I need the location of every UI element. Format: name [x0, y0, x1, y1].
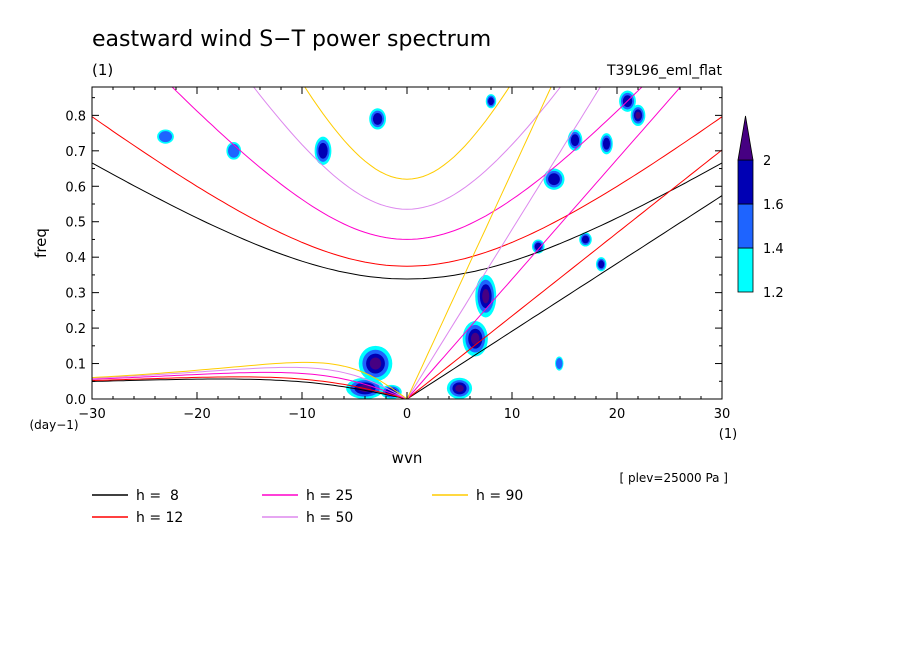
spectral-blob-8-level-2	[548, 173, 560, 186]
rossby-curve-h12	[92, 376, 408, 399]
y-tick-label: 0.1	[65, 358, 86, 373]
spectral-blob-14-level-2	[581, 235, 590, 244]
y-axis: 0.0 0.1 0.2 0.3 0.4 0.5 0.6 0.7 0.8	[65, 97, 722, 408]
spectral-blob-17-level-1	[228, 143, 240, 158]
colorbar-cap	[737, 115, 754, 161]
x-tick-label: −30	[78, 407, 105, 422]
legend: h = 8 h = 12 h = 25 h = 50 h = 90	[92, 488, 523, 526]
x-axis-unit: (1)	[719, 427, 737, 442]
spectral-blob-16-level-2	[488, 97, 494, 106]
legend-label-h90: h = 90	[476, 488, 523, 504]
gravity-curve-h90	[304, 87, 510, 180]
y-tick-label: 0.3	[65, 287, 86, 302]
chart-title: eastward wind S−T power spectrum	[92, 27, 491, 52]
y-axis-label: freq	[32, 228, 50, 258]
colorbar-label: 2	[763, 154, 771, 169]
chart-subtitle: (1)	[92, 61, 113, 79]
spectral-blob-0-level-3	[369, 357, 382, 370]
spectral-blob-3-level-3	[455, 384, 464, 392]
run-label: T39L96_eml_flat	[606, 63, 723, 79]
rossby-curve-h90	[92, 361, 408, 399]
spectral-blob-12-level-3	[635, 111, 641, 119]
legend-label-h25: h = 25	[306, 488, 353, 504]
legend-label-h8: h = 8	[136, 488, 179, 504]
gravity-curve-h50	[252, 87, 562, 210]
y-tick-label: 0.6	[65, 180, 86, 195]
x-axis: −30 −20 −10 0 10 20 30	[78, 87, 730, 422]
y-tick-label: 0.2	[65, 322, 86, 337]
spectral-blob-7-level-2	[372, 112, 383, 125]
y-tick-label: 0.5	[65, 216, 86, 231]
level-note: [ plev=25000 Pa ]	[619, 471, 728, 485]
x-tick-label: −10	[288, 407, 315, 422]
x-tick-label: 0	[403, 407, 411, 422]
kelvin-curve-h25	[406, 87, 682, 399]
spectral-contours	[157, 90, 646, 399]
kelvin-curve-h90	[406, 87, 552, 399]
rossby-curve-h50	[92, 366, 408, 399]
gravity-curve-h25	[171, 87, 643, 240]
spectral-blob-18-level-1	[158, 131, 173, 143]
x-axis-label: wvn	[392, 449, 423, 467]
y-tick-label: 0.0	[65, 393, 86, 408]
y-tick-label: 0.7	[65, 145, 86, 160]
colorbar-label: 1.4	[763, 242, 784, 257]
colorbar: 1.2 1.4 1.6 2	[737, 115, 784, 301]
x-tick-label: −20	[183, 407, 210, 422]
legend-label-h50: h = 50	[306, 510, 353, 526]
colorbar-label: 1.2	[763, 286, 784, 301]
colorbar-segment-0	[737, 247, 754, 293]
spectral-blob-9-level-2	[570, 134, 580, 147]
spectral-blob-5-level-3	[482, 288, 490, 304]
kelvin-curve-h50	[406, 87, 601, 399]
spectral-blob-4-level-3	[470, 332, 480, 345]
y-tick-label: 0.8	[65, 109, 86, 124]
legend-label-h12: h = 12	[136, 510, 183, 526]
rossby-curve-h25	[92, 371, 408, 399]
kelvin-curve-h12	[406, 149, 722, 399]
spectral-blob-15-level-2	[534, 242, 542, 251]
plot-frame	[91, 86, 723, 400]
y-axis-unit: (day−1)	[29, 418, 78, 432]
spectral-blob-6-level-2	[318, 142, 328, 159]
y-tick-label: 0.4	[65, 251, 86, 266]
dispersion-curves	[92, 87, 722, 399]
x-tick-label: 20	[609, 407, 626, 422]
gravity-curve-h12	[92, 116, 722, 267]
spectral-blob-13-level-2	[598, 260, 605, 269]
spectral-blob-10-level-2	[602, 137, 611, 150]
colorbar-label: 1.6	[763, 198, 784, 213]
x-tick-label: 30	[714, 407, 731, 422]
colorbar-segment-1	[737, 203, 754, 249]
kelvin-curve-h8	[406, 195, 722, 399]
gravity-curve-h8	[92, 162, 722, 280]
spectral-blob-19-level-1	[555, 358, 563, 370]
colorbar-segment-2	[737, 159, 754, 205]
rossby-curve-h8	[92, 378, 408, 399]
x-tick-label: 10	[504, 407, 521, 422]
